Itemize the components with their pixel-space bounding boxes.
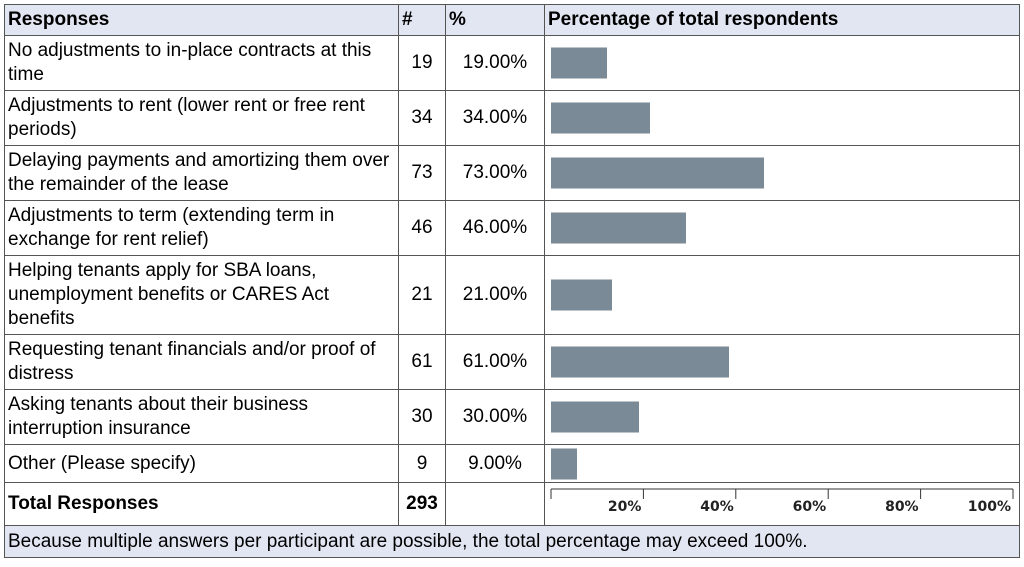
bar-cell — [544, 200, 1020, 256]
footnote: Because multiple answers per participant… — [4, 525, 1020, 558]
header-chart-title: Percentage of total respondents — [544, 4, 1020, 36]
header-count: # — [398, 4, 446, 36]
total-percent — [445, 482, 545, 526]
response-count: 34 — [398, 90, 446, 146]
response-label: Asking tenants about their business inte… — [4, 389, 399, 445]
x-tick-label: 40% — [700, 499, 734, 515]
axis-cell: 20% 40% 60% 80% 100% — [544, 482, 1020, 526]
response-count: 46 — [398, 200, 446, 256]
x-tick-label: 20% — [608, 499, 642, 515]
header-percent: % — [445, 4, 545, 36]
percentage-bar — [551, 448, 578, 479]
table-row: Helping tenants apply for SBA loans, une… — [4, 255, 1020, 335]
response-count: 61 — [398, 334, 446, 390]
table-row: Delaying payments and amortizing them ov… — [4, 145, 1020, 201]
response-percent: 30.00% — [445, 389, 545, 445]
percentage-bar — [551, 157, 765, 189]
response-percent: 73.00% — [445, 145, 545, 201]
table-row: Adjustments to term (extending term in e… — [4, 200, 1020, 256]
percentage-bar — [551, 212, 686, 244]
bar-cell — [544, 389, 1020, 445]
response-percent: 9.00% — [445, 444, 545, 483]
total-count: 293 — [398, 482, 446, 526]
total-label: Total Responses — [4, 482, 399, 526]
percentage-bar — [551, 346, 730, 378]
bar-cell — [544, 35, 1020, 91]
bar-cell — [544, 90, 1020, 146]
table-body: No adjustments to in-place contracts at … — [4, 35, 1020, 483]
total-row: Total Responses 293 20% 40% 60% 80% 100% — [4, 482, 1020, 526]
response-label: Delaying payments and amortizing them ov… — [4, 145, 399, 201]
response-percent: 46.00% — [445, 200, 545, 256]
percentage-bar — [551, 279, 613, 311]
table-row: Adjustments to rent (lower rent or free … — [4, 90, 1020, 146]
note-row: Because multiple answers per participant… — [4, 525, 1020, 558]
bar-cell — [544, 444, 1020, 483]
response-count: 21 — [398, 255, 446, 335]
x-tick-label: 80% — [885, 499, 919, 515]
percentage-bar — [551, 47, 607, 79]
survey-results-table: Responses # % Percentage of total respon… — [4, 4, 1020, 558]
response-percent: 61.00% — [445, 334, 545, 390]
response-label: Adjustments to term (extending term in e… — [4, 200, 399, 256]
response-count: 9 — [398, 444, 446, 483]
header-responses: Responses — [4, 4, 399, 36]
response-count: 30 — [398, 389, 446, 445]
response-label: Adjustments to rent (lower rent or free … — [4, 90, 399, 146]
x-axis: 20% 40% 60% 80% 100% — [550, 488, 1014, 515]
response-count: 73 — [398, 145, 446, 201]
header-row: Responses # % Percentage of total respon… — [4, 4, 1020, 36]
x-tick-label: 60% — [793, 499, 827, 515]
response-label: No adjustments to in-place contracts at … — [4, 35, 399, 91]
response-label: Helping tenants apply for SBA loans, une… — [4, 255, 399, 335]
table-row: Other (Please specify) 9 9.00% — [4, 444, 1020, 483]
response-percent: 19.00% — [445, 35, 545, 91]
x-tick-label: 100% — [968, 499, 1011, 515]
bar-cell — [544, 334, 1020, 390]
bar-cell — [544, 255, 1020, 335]
table-row: Asking tenants about their business inte… — [4, 389, 1020, 445]
table-row: Requesting tenant financials and/or proo… — [4, 334, 1020, 390]
response-percent: 34.00% — [445, 90, 545, 146]
response-label: Requesting tenant financials and/or proo… — [4, 334, 399, 390]
response-percent: 21.00% — [445, 255, 545, 335]
bar-cell — [544, 145, 1020, 201]
percentage-bar — [551, 401, 639, 433]
percentage-bar — [551, 102, 651, 134]
response-count: 19 — [398, 35, 446, 91]
response-label: Other (Please specify) — [4, 444, 399, 483]
table-row: No adjustments to in-place contracts at … — [4, 35, 1020, 91]
